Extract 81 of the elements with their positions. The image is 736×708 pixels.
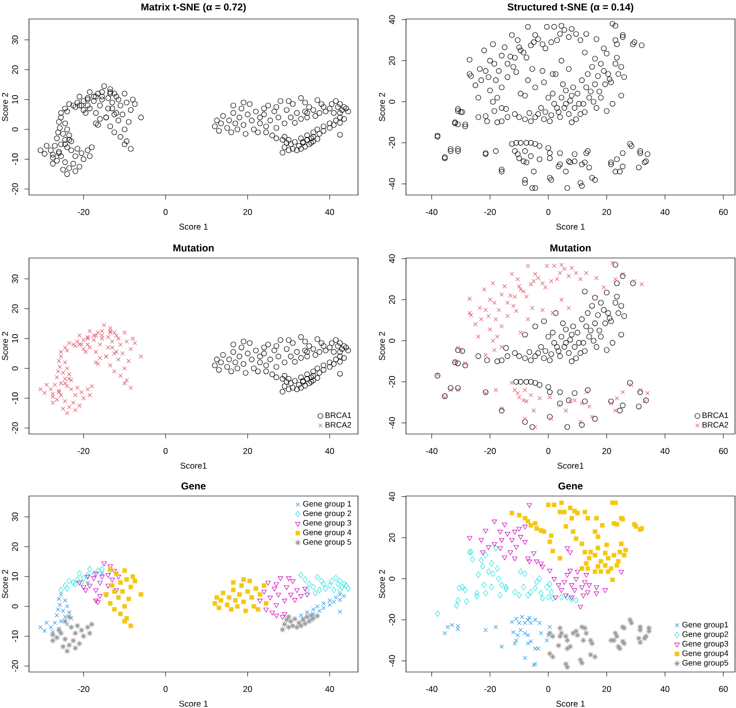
y-tick-label: 30 [12,512,18,522]
chart-title: Mutation [550,244,591,252]
x-tick-label: 20 [243,686,252,692]
x-tick-label: 20 [602,448,612,454]
y-tick-label: 20 [388,56,395,65]
x-tick-label: -20 [484,686,496,692]
x-axis-title: Score 1 [556,700,585,707]
x-tick-label: 20 [602,686,612,692]
x-tick-label: 40 [660,686,670,692]
x-tick-label: -20 [78,448,90,454]
x-tick-label: -20 [484,448,496,454]
x-tick-label: -20 [78,209,90,216]
y-tick-label: 40 [388,254,395,264]
y-tick-label: -40 [388,178,395,190]
y-tick-label: 20 [12,304,18,313]
chart-title: Structured t-SNE (α = 0.14) [508,3,634,12]
y-tick-label: -40 [388,417,395,429]
y-tick-label: 0 [388,576,395,581]
y-tick-label: 10 [12,572,18,581]
y-tick-label: 20 [12,65,18,74]
x-tick-label: 40 [325,686,334,692]
x-tick-label: 40 [325,209,334,216]
x-tick-label: 20 [602,209,612,216]
chart-title: Gene [558,482,583,490]
y-tick-label: 40 [388,492,395,502]
x-axis-title: Score 1 [179,700,208,707]
y-tick-label: 30 [12,274,18,284]
y-axis-title: Score 2 [379,332,385,360]
x-axis-title: Score1 [180,462,206,469]
y-tick-label: -40 [388,655,395,667]
y-tick-label: -20 [12,660,18,672]
y-tick-label: 10 [12,334,18,343]
y-tick-label: 10 [12,95,18,104]
x-tick-label: 40 [325,448,334,454]
x-tick-label: 0 [164,209,168,216]
x-tick-label: 0 [546,448,550,454]
y-tick-label: 20 [388,533,395,542]
y-tick-label: 0 [12,127,18,132]
chart-title: Matrix t-SNE (α = 0.72) [141,3,246,12]
x-tick-label: 40 [660,448,670,454]
y-axis-title: Score 2 [2,570,8,598]
y-tick-label: -10 [12,392,18,404]
y-tick-label: 20 [388,295,395,304]
chart-title: Mutation [173,244,214,252]
y-tick-label: -10 [12,630,18,642]
y-axis-title: Score 2 [379,92,385,122]
x-tick-label: 60 [719,686,728,692]
y-tick-label: -20 [388,376,395,388]
y-tick-label: 20 [12,542,18,551]
x-tick-label: 0 [164,686,168,692]
y-tick-label: -20 [12,183,18,195]
y-tick-label: 30 [12,36,18,44]
x-tick-label: 0 [546,686,550,692]
y-axis-title: Score 2 [379,570,385,598]
x-tick-label: 20 [243,209,252,216]
x-tick-label: -20 [484,209,496,216]
x-axis-title: Score 1 [556,224,585,230]
y-tick-label: -20 [388,614,395,626]
x-tick-label: -20 [78,686,90,692]
x-tick-label: 60 [719,209,728,216]
y-tick-label: -20 [12,422,18,434]
y-tick-label: -10 [12,153,18,165]
x-tick-label: 0 [546,209,550,216]
y-tick-label: 0 [388,100,395,104]
x-axis-title: Score1 [557,462,584,469]
y-tick-label: 0 [12,604,18,608]
x-tick-label: 60 [719,448,728,454]
x-tick-label: -40 [426,209,438,216]
x-tick-label: 20 [243,448,252,454]
x-tick-label: 40 [660,209,670,216]
y-tick-label: 0 [12,366,18,370]
x-axis-title: Score 1 [179,224,208,230]
chart-title: Gene [181,482,206,490]
y-axis-title: Score 2 [2,92,8,122]
y-tick-label: -20 [388,137,395,149]
x-tick-label: 0 [164,448,168,454]
y-tick-label: 40 [388,15,395,24]
x-tick-label: -40 [426,448,438,454]
y-axis-title: Score 2 [2,332,8,360]
y-tick-label: 0 [388,338,395,343]
x-tick-label: -40 [426,686,438,692]
